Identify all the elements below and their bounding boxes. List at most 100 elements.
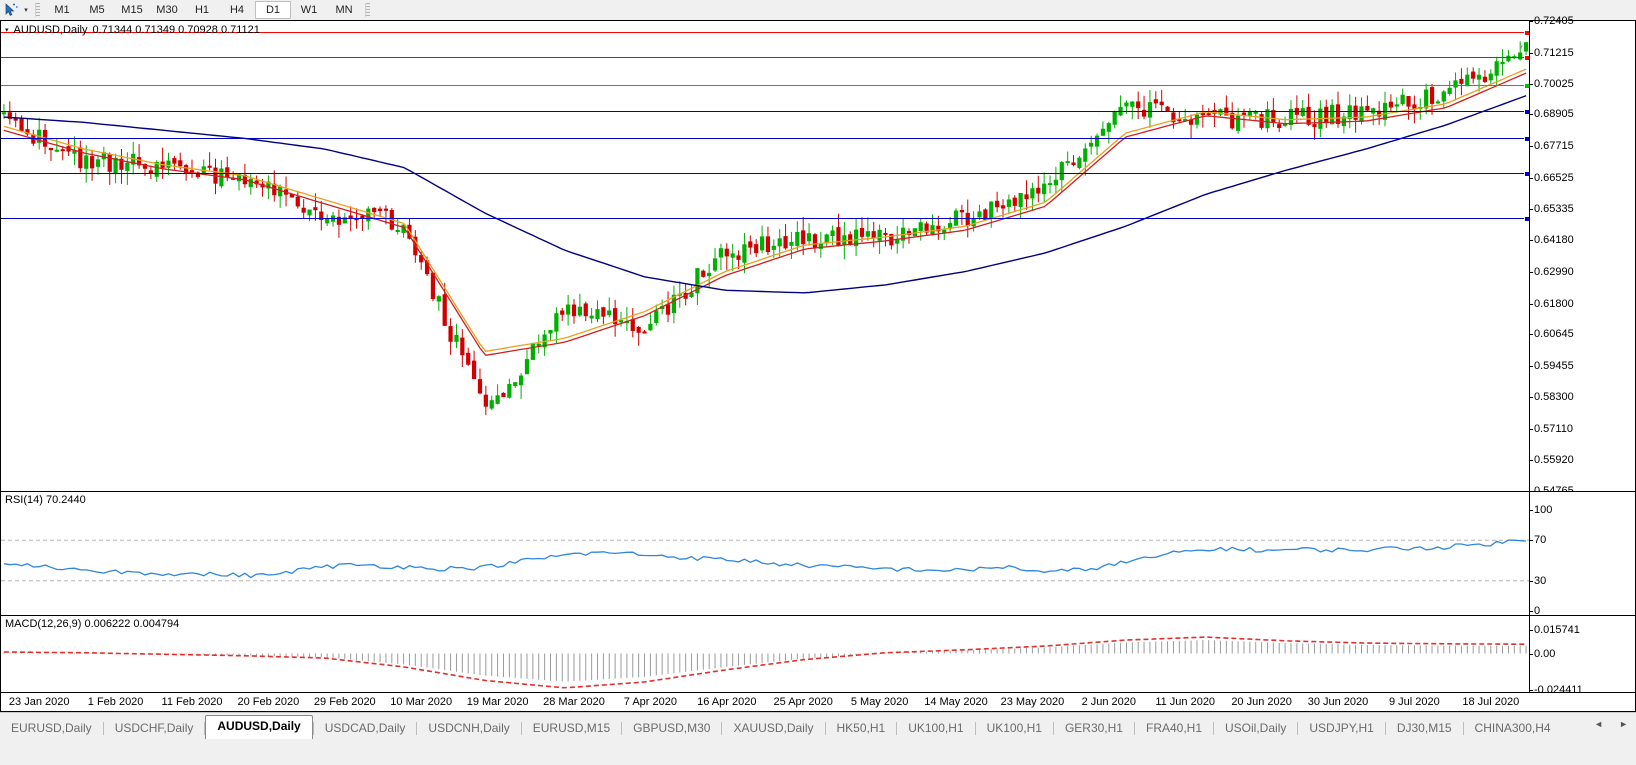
tab-scroll-prev-icon[interactable]: ◄	[1594, 719, 1604, 729]
date-axis-label: 23 May 2020	[1000, 696, 1065, 708]
price-tick-mark	[1530, 271, 1533, 273]
tab-separator	[721, 721, 723, 735]
date-axis-label: 5 May 2020	[850, 696, 909, 708]
rsi-pane[interactable]: RSI(14) 70.2440 100 70 30 0	[1, 492, 1635, 617]
date-axis-label: 20 Feb 2020	[237, 696, 300, 708]
tab-separator	[1297, 721, 1299, 735]
price-level-line-support[interactable]	[1, 215, 1529, 222]
timeframe-mn[interactable]: MN	[335, 4, 353, 16]
macd-tick-label: 0.015741	[1534, 624, 1580, 636]
chart-tab-bar: EURUSD,Daily USDCHF,Daily AUDUSD,Daily USDC…	[0, 712, 1636, 765]
timeframe-m30[interactable]: M30	[156, 4, 178, 16]
price-tick-label: 0.70025	[1534, 78, 1574, 91]
date-axis-labels: 23 Jan 2020 1 Feb 2020 11 Feb 2020 20 Feb 2…	[1, 693, 1529, 711]
symbol-header[interactable]: ▾ AUDUSD,Daily 0.71344 0.71349 0.70928 0…	[5, 24, 260, 36]
chart-tab-ger30-h1[interactable]: GER30,H1	[1064, 721, 1123, 735]
price-tick-label: 0.65335	[1534, 203, 1574, 216]
rsi-tick-mark	[1530, 540, 1533, 542]
chart-tab-uk100-h1[interactable]: UK100,H1	[908, 721, 964, 735]
price-level-handle[interactable]	[1524, 135, 1529, 142]
date-axis-label: 28 Mar 2020	[543, 696, 605, 708]
price-level-line-support[interactable]	[1, 170, 1529, 177]
price-tick-label: 0.68905	[1534, 108, 1574, 121]
chart-tab-hk50-h1[interactable]: HK50,H1	[836, 721, 886, 735]
date-axis[interactable]: 23 Jan 2020 1 Feb 2020 11 Feb 2020 20 Feb 2…	[1, 693, 1635, 711]
rsi-line-svg	[1, 539, 1529, 582]
price-level-handle[interactable]	[1524, 109, 1529, 116]
date-axis-label: 16 Apr 2020	[697, 696, 757, 708]
chart-tab-gbpusd-m30[interactable]: GBPUSD,M30	[633, 721, 711, 735]
chart-tab-xauusd-daily[interactable]: XAUUSD,Daily	[733, 721, 814, 735]
macd-pane[interactable]: MACD(12,26,9) 0.006222 0.004794 0.015741…	[1, 616, 1635, 696]
date-axis-label: 10 Mar 2020	[390, 696, 453, 708]
tab-separator	[204, 721, 206, 735]
chart-tab-usdcnh-daily[interactable]: USDCNH,Daily	[428, 721, 510, 735]
chart-canvas-area[interactable]: ▾ AUDUSD,Daily 0.71344 0.71349 0.70928 0…	[0, 15, 1636, 712]
chevron-down-icon[interactable]: ▾	[5, 27, 9, 34]
tab-separator	[1213, 721, 1215, 735]
rsi-tick-mark	[1530, 580, 1533, 582]
price-level-handle[interactable]	[1524, 82, 1529, 89]
timeframe-m15[interactable]: M15	[121, 4, 143, 16]
chevron-down-icon[interactable]: ▾	[24, 7, 28, 14]
tab-separator	[1133, 721, 1135, 735]
price-tick-label: 0.64180	[1534, 234, 1574, 247]
price-level-handle[interactable]	[1524, 29, 1529, 36]
price-level-line-resistance[interactable]	[1, 55, 1529, 62]
timeframe-w1[interactable]: W1	[300, 4, 318, 16]
timeframe-h4[interactable]: H4	[229, 4, 245, 16]
date-axis-label: 11 Feb 2020	[161, 696, 223, 708]
tab-separator	[896, 721, 898, 735]
price-tick-label: 0.60645	[1534, 328, 1574, 341]
rsi-plot[interactable]	[1, 492, 1529, 615]
timeframe-d1[interactable]: D1	[255, 1, 291, 19]
macd-scale: 0.015741 0.00 -0.024411	[1529, 616, 1635, 696]
chart-tab-fra40-h1[interactable]: FRA40,H1	[1145, 721, 1203, 735]
date-axis-label: 29 Feb 2020	[313, 696, 376, 708]
chart-tab-eurusd-daily[interactable]: EURUSD,Daily	[11, 721, 92, 735]
date-axis-label: 1 Feb 2020	[87, 696, 144, 708]
macd-plot[interactable]	[1, 616, 1529, 692]
timeframe-m1[interactable]: M1	[54, 4, 70, 16]
price-tick-label: 0.59455	[1534, 360, 1574, 373]
tab-scroll-next-icon[interactable]: ►	[1619, 719, 1628, 729]
price-tick-label: 0.67715	[1534, 139, 1574, 152]
timeframe-h1[interactable]: H1	[194, 4, 210, 16]
price-level-handle[interactable]	[1524, 55, 1529, 62]
tab-separator	[974, 721, 976, 735]
price-level-line-support[interactable]	[1, 109, 1529, 116]
chart-tab-dj30-m15[interactable]: DJ30,M15	[1396, 721, 1452, 735]
price-tick-label: 0.66525	[1534, 171, 1574, 184]
price-tick-mark	[1530, 21, 1533, 22]
price-tick-mark	[1530, 303, 1533, 305]
crosshair-pointer-icon[interactable]	[2, 1, 20, 19]
price-level-handle[interactable]	[1524, 170, 1529, 177]
chart-tab-usoil-daily[interactable]: USOil,Daily	[1225, 721, 1287, 735]
chart-tab-usdchf-daily[interactable]: USDCHF,Daily	[114, 721, 194, 735]
macd-tick-label: 0.00	[1534, 647, 1556, 660]
price-plot[interactable]	[1, 21, 1529, 491]
toolbar-grip[interactable]	[35, 3, 40, 17]
rsi-tick-label: 70	[1534, 534, 1547, 547]
chart-tab-uk100-h1[interactable]: UK100,H1	[986, 721, 1042, 735]
price-tick-mark	[1530, 334, 1533, 336]
chart-tab-usdjpy-h1[interactable]: USDJPY,H1	[1309, 721, 1374, 735]
price-candles-svg	[1, 41, 1529, 416]
price-level-line-support[interactable]	[1, 135, 1529, 142]
price-level-line-resistance[interactable]	[1, 29, 1529, 36]
macd-tick-mark	[1530, 630, 1533, 631]
date-axis-label: 23 Jan 2020	[8, 696, 70, 708]
timeframe-m5[interactable]: M5	[89, 4, 105, 16]
chevron-down-icon-collapse[interactable]: ▾	[1519, 44, 1523, 51]
chart-tab-eurusd-m15[interactable]: EURUSD,M15	[532, 721, 611, 735]
price-level-line-pivot[interactable]	[1, 82, 1529, 89]
chart-tab-usdcad-daily[interactable]: USDCAD,Daily	[324, 721, 406, 735]
price-level-handle[interactable]	[1524, 215, 1529, 222]
price-pane[interactable]: ▾ AUDUSD,Daily 0.71344 0.71349 0.70928 0…	[1, 15, 1635, 497]
price-scale[interactable]: 0.72405 0.71215 0.70025 0.68905 0.67715 0.665…	[1529, 15, 1635, 497]
toolbar-grip-end[interactable]	[365, 3, 370, 17]
rsi-label: RSI(14) 70.2440	[5, 494, 86, 506]
chart-tab-china300-h4[interactable]: CHINA300,H4	[1474, 721, 1551, 735]
macd-tick-mark	[1530, 690, 1533, 691]
chart-tab-audusd-daily[interactable]: AUDUSD,Daily	[205, 715, 313, 739]
